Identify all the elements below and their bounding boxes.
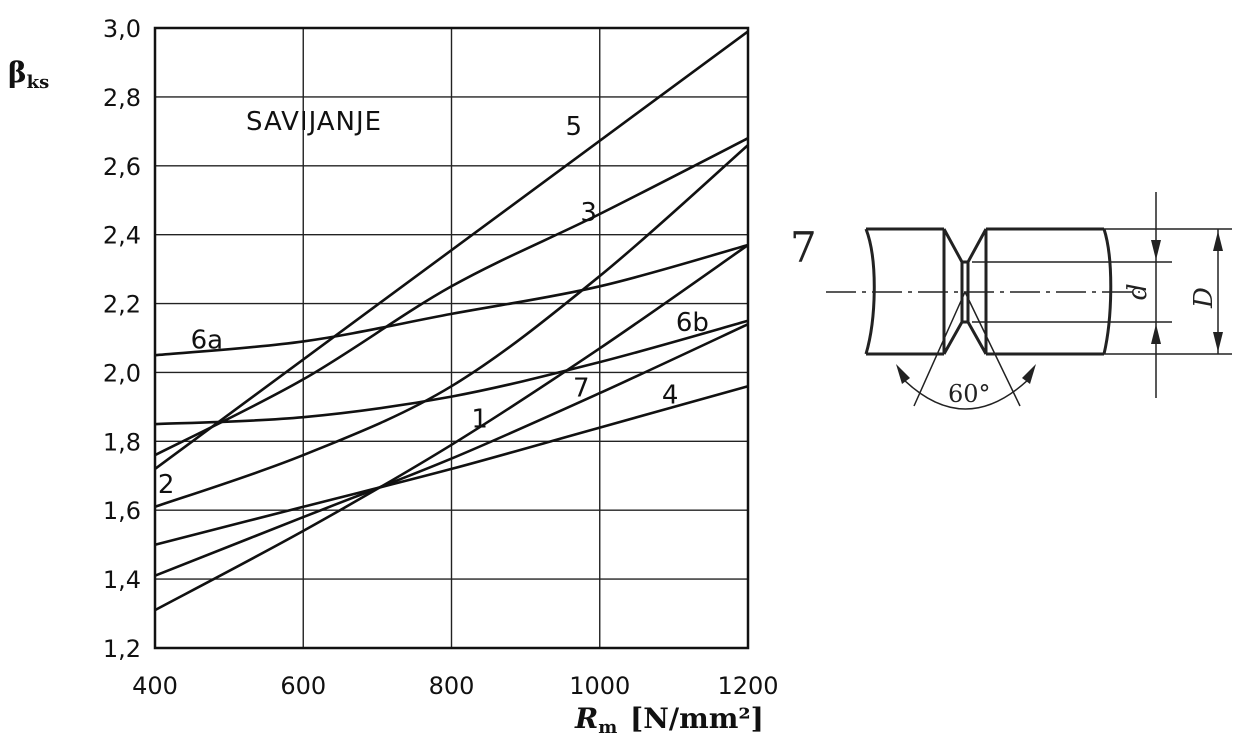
series-line-6a [154, 243, 749, 357]
x-axis-label-main: R [574, 702, 598, 735]
shaft-left-outline [864, 227, 944, 356]
grid [154, 27, 749, 649]
series-line-1 [154, 243, 749, 612]
y-tick-label: 1,6 [103, 497, 141, 525]
y-tick-label: 2,0 [103, 359, 141, 387]
outer-dimension-label: D [1189, 287, 1219, 309]
series-label-6b: 6b [676, 308, 709, 338]
angle-arrow-left [896, 364, 910, 384]
x-tick-label: 600 [280, 672, 326, 700]
inner-dimension-arrow-top [1151, 240, 1161, 260]
angle-arrow-right [1022, 364, 1036, 384]
chart-annotation: SAVIJANJE [246, 107, 382, 137]
shaft-right-outline [986, 227, 1113, 356]
groove-sketch: 7 d D 60° [790, 192, 1232, 410]
y-axis-label-main: β [8, 56, 27, 89]
y-axis-label-sub: ks [27, 72, 50, 93]
outer-dimension-arrow-top [1213, 231, 1223, 251]
inner-dimension-arrow-bottom [1151, 324, 1161, 344]
series-label-5: 5 [566, 112, 583, 142]
inner-dimension-label: d [1123, 283, 1153, 300]
y-tick-label: 2,6 [103, 153, 141, 181]
series-line-3 [154, 137, 749, 457]
series-line-5 [154, 30, 749, 470]
series-line-2 [154, 144, 749, 509]
sketch-case-label: 7 [790, 223, 817, 272]
series-label-3: 3 [580, 198, 597, 228]
y-tick-label: 2,4 [103, 222, 141, 250]
series-label-2: 2 [158, 470, 175, 500]
angle-label: 60° [948, 380, 991, 408]
angle-lines [913, 291, 1021, 407]
dimension-extension-lines [972, 228, 1232, 355]
series-lines [154, 30, 749, 612]
series-labels: 5 3 6a 6b 2 1 7 4 [158, 112, 709, 500]
x-tick-label: 1200 [717, 672, 778, 700]
plot-frame [153, 26, 750, 650]
y-tick-label: 2,2 [103, 291, 141, 319]
tick-labels: 1,2 1,4 1,6 1,8 2,0 2,2 2,4 2,6 2,8 3,0 400 600 800 1… [103, 15, 779, 700]
y-tick-label: 2,8 [103, 84, 141, 112]
series-label-7: 7 [573, 374, 590, 404]
series-line-7 [154, 323, 749, 577]
y-tick-label: 1,2 [103, 635, 141, 663]
outer-dimension-arrow-bottom [1213, 332, 1223, 352]
y-tick-label: 1,8 [103, 428, 141, 456]
x-axis-unit: [N/mm²] [630, 702, 764, 735]
series-line-6b [154, 319, 749, 426]
series-label-4: 4 [662, 380, 679, 410]
series-line-4 [154, 384, 749, 546]
x-axis-label-sub: m [598, 717, 617, 738]
x-tick-label: 400 [132, 672, 178, 700]
y-tick-label: 3,0 [103, 15, 141, 43]
y-axis-label: βks [8, 56, 49, 93]
x-tick-label: 1000 [569, 672, 630, 700]
series-label-6a: 6a [191, 325, 223, 355]
series-label-1: 1 [471, 405, 488, 435]
x-tick-label: 800 [429, 672, 475, 700]
angle-arc [901, 377, 1031, 410]
y-tick-label: 1,4 [103, 566, 141, 594]
x-axis-label: Rm [574, 702, 617, 738]
